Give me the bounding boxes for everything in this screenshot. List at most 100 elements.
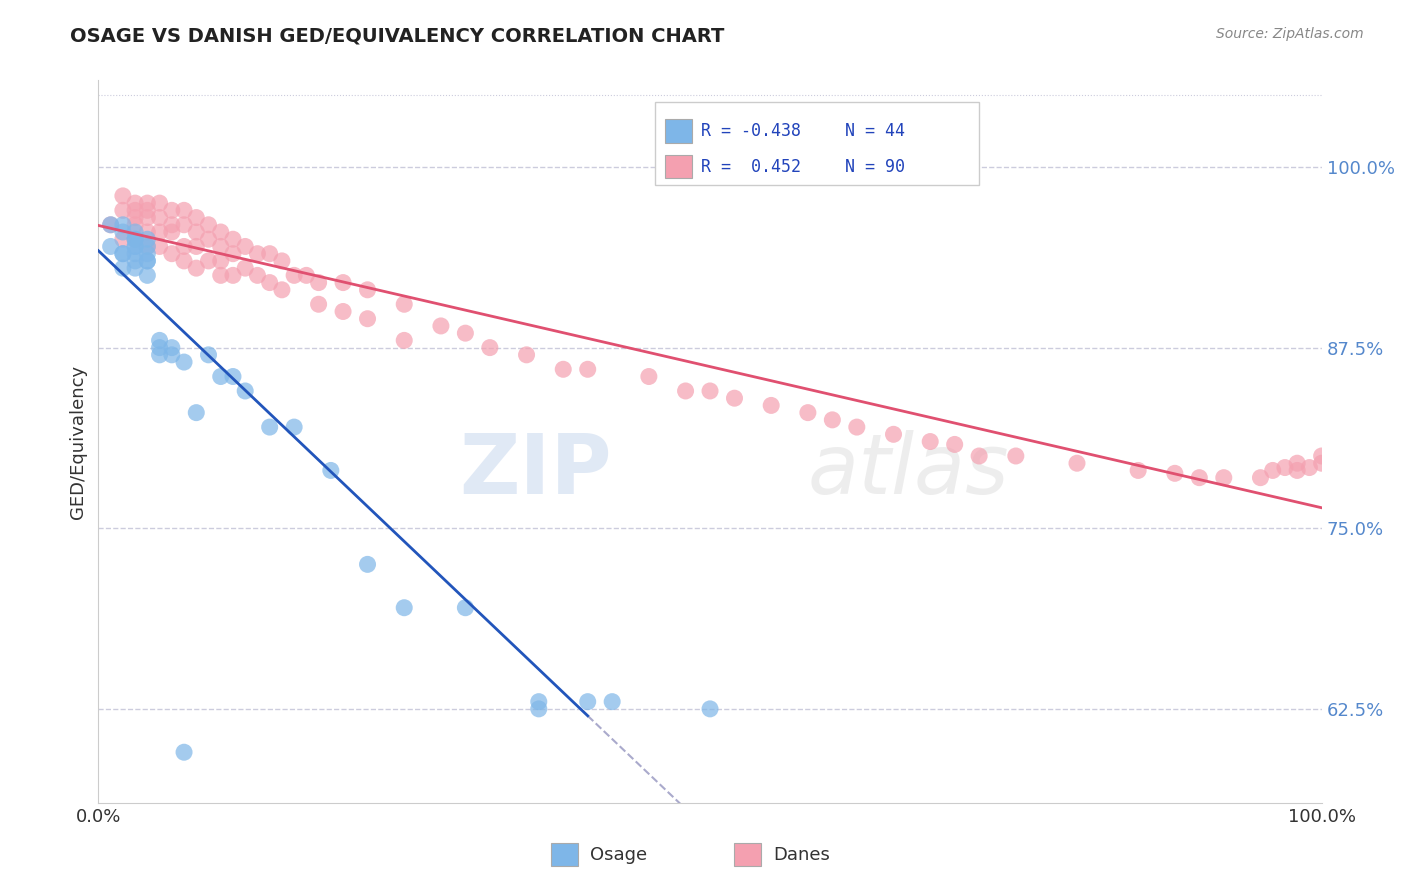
Point [332,304,354,318]
Point [1286,456,1309,470]
Point [186,261,208,276]
Point [197,232,219,246]
Point [136,232,159,246]
Point [160,246,183,260]
Point [124,239,146,253]
Point [124,196,146,211]
FancyBboxPatch shape [655,102,979,185]
Point [222,268,245,283]
Point [1212,471,1234,485]
Point [209,225,232,239]
Point [295,268,318,283]
Point [209,239,232,253]
Point [111,246,134,260]
Point [111,225,134,239]
Point [821,413,844,427]
Point [136,203,159,218]
Point [173,203,195,218]
Point [124,225,146,239]
Point [454,600,477,615]
Point [883,427,905,442]
Point [136,268,159,283]
Point [1249,471,1271,485]
Point [1261,463,1284,477]
Point [478,341,501,355]
Point [111,232,134,246]
Point [160,203,183,218]
Point [675,384,697,398]
Point [259,276,281,290]
Point [124,232,146,246]
Point [209,369,232,384]
Point [576,362,599,376]
Point [149,196,172,211]
Point [136,239,159,253]
Point [943,437,966,451]
FancyBboxPatch shape [665,155,692,178]
Point [124,211,146,225]
Point [111,203,134,218]
Point [553,362,575,376]
Point [124,203,146,218]
Point [1298,460,1320,475]
Point [124,261,146,276]
Point [527,702,550,716]
Point [222,369,245,384]
Point [699,384,721,398]
Point [356,311,378,326]
Point [173,745,195,759]
Point [100,218,122,232]
Point [319,463,342,477]
Point [270,283,294,297]
Text: R = -0.438: R = -0.438 [702,122,801,140]
Point [259,420,281,434]
Point [111,261,134,276]
Point [149,225,172,239]
Point [209,254,232,268]
Point [1066,456,1088,470]
Point [186,406,208,420]
Point [160,218,183,232]
Point [283,420,305,434]
Point [392,334,416,348]
Point [100,218,122,232]
Point [1310,449,1333,463]
Point [515,348,537,362]
Text: Danes: Danes [773,846,831,863]
Point [149,239,172,253]
Point [283,268,305,283]
Point [111,246,134,260]
Point [222,246,245,260]
Point [233,239,256,253]
Point [259,246,281,260]
Point [920,434,942,449]
Point [270,254,294,268]
Point [149,334,172,348]
Point [845,420,868,434]
Point [246,268,269,283]
Point [149,341,172,355]
Point [1164,467,1187,481]
Point [356,558,378,572]
Text: Osage: Osage [591,846,647,863]
Point [527,695,550,709]
Point [124,246,146,260]
Point [392,297,416,311]
Point [454,326,477,341]
Point [111,218,134,232]
Point [136,239,159,253]
Point [332,276,354,290]
Point [197,254,219,268]
Point [308,297,330,311]
Point [149,348,172,362]
Point [124,254,146,268]
Point [392,600,416,615]
Point [356,283,378,297]
Point [136,254,159,268]
Point [173,254,195,268]
Point [173,218,195,232]
Point [160,225,183,239]
Text: atlas: atlas [808,430,1010,511]
Point [136,211,159,225]
Point [197,218,219,232]
